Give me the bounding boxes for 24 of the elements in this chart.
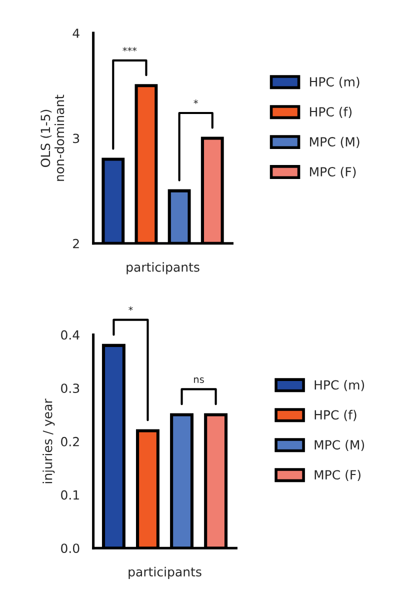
y-tick-label: 0.4 — [61, 330, 80, 340]
x-axis-title: participants — [126, 262, 200, 274]
legend-label: MPC (M) — [310, 136, 360, 148]
legend-label: HPC (f) — [314, 410, 356, 422]
y-tick-label: 0.3 — [61, 384, 80, 394]
legend-label: MPC (F) — [314, 470, 360, 482]
annotation: ns — [194, 377, 204, 384]
legend-label: HPC (m) — [310, 76, 360, 88]
y-tick-label: 3 — [73, 134, 80, 144]
y-axis-title: injuries / year — [42, 398, 55, 484]
x-axis-title: participants — [128, 566, 202, 579]
legend-label: HPC (m) — [314, 380, 364, 392]
legend-label: MPC (F) — [310, 166, 356, 178]
text: * — [128, 306, 133, 311]
y-tick-label: 0.2 — [61, 436, 79, 446]
annotation: *** — [122, 46, 137, 52]
y-tick-label: 4 — [72, 28, 80, 38]
y-tick-label: 2 — [73, 238, 79, 248]
legend-label: HPC (f) — [310, 106, 352, 118]
annotation: * — [194, 100, 198, 104]
y-tick-label: 0.1 — [61, 490, 79, 500]
legend-label: MPC (M) — [314, 440, 364, 452]
y-tick-label: 0.0 — [61, 544, 80, 554]
y-axis-title: OLS (1-5) non-dominant — [40, 94, 64, 181]
